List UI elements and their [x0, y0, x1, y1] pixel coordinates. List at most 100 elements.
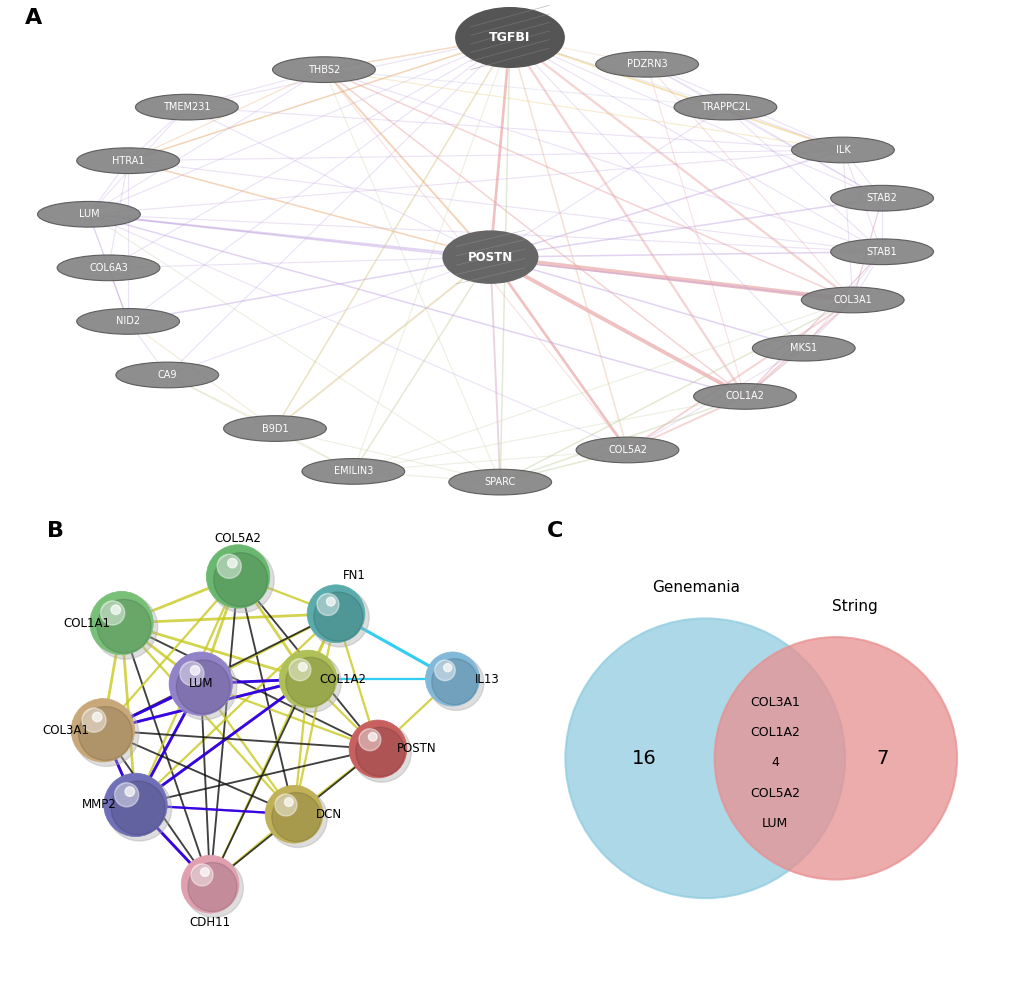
Text: SPARC: SPARC — [484, 477, 516, 487]
Circle shape — [227, 558, 236, 567]
Circle shape — [443, 231, 537, 283]
Text: COL6A3: COL6A3 — [89, 263, 127, 273]
Text: COL1A2: COL1A2 — [750, 726, 799, 739]
Circle shape — [265, 786, 323, 843]
Text: COL5A2: COL5A2 — [607, 445, 646, 455]
Circle shape — [209, 548, 274, 612]
Text: COL1A1: COL1A1 — [63, 617, 110, 630]
Ellipse shape — [136, 94, 238, 120]
Ellipse shape — [674, 94, 776, 120]
Ellipse shape — [38, 201, 141, 227]
Ellipse shape — [76, 148, 179, 174]
Ellipse shape — [116, 362, 218, 388]
Circle shape — [275, 794, 297, 816]
Circle shape — [206, 545, 270, 608]
Text: FN1: FN1 — [342, 569, 366, 582]
Text: 4: 4 — [770, 757, 779, 770]
Text: IL13: IL13 — [475, 673, 499, 685]
Text: HTRA1: HTRA1 — [112, 156, 145, 166]
Ellipse shape — [752, 335, 854, 361]
Circle shape — [271, 793, 321, 841]
Circle shape — [348, 720, 407, 778]
Circle shape — [352, 723, 411, 782]
Text: COL1A2: COL1A2 — [319, 673, 366, 685]
Text: B9D1: B9D1 — [262, 424, 288, 434]
Circle shape — [431, 659, 477, 704]
Circle shape — [310, 588, 369, 647]
Circle shape — [714, 637, 956, 880]
Text: CDH11: CDH11 — [190, 916, 230, 929]
Circle shape — [93, 594, 158, 659]
Text: 16: 16 — [632, 749, 656, 768]
Circle shape — [176, 660, 230, 714]
Ellipse shape — [57, 255, 160, 281]
Circle shape — [97, 599, 151, 653]
Circle shape — [78, 706, 132, 761]
Text: POSTN: POSTN — [396, 742, 435, 756]
Text: COL5A2: COL5A2 — [749, 787, 800, 800]
Text: B: B — [47, 521, 64, 541]
Circle shape — [565, 618, 845, 898]
Ellipse shape — [302, 458, 405, 484]
Ellipse shape — [791, 137, 894, 163]
Circle shape — [317, 593, 338, 615]
Circle shape — [299, 663, 307, 672]
Text: COL1A2: COL1A2 — [725, 392, 763, 402]
Circle shape — [326, 597, 335, 606]
Circle shape — [111, 781, 165, 835]
Ellipse shape — [576, 437, 679, 463]
Circle shape — [314, 592, 363, 641]
Circle shape — [359, 729, 380, 751]
Text: 7: 7 — [875, 749, 888, 768]
Circle shape — [184, 858, 244, 918]
Text: LUM: LUM — [78, 209, 99, 219]
Circle shape — [443, 664, 451, 672]
Text: COL5A2: COL5A2 — [214, 532, 261, 545]
Circle shape — [285, 658, 334, 706]
Circle shape — [307, 585, 365, 643]
Circle shape — [201, 868, 209, 876]
Text: MMP2: MMP2 — [82, 799, 116, 811]
Circle shape — [107, 777, 171, 841]
Text: THBS2: THBS2 — [308, 64, 339, 74]
Circle shape — [90, 591, 153, 655]
Ellipse shape — [272, 57, 375, 82]
Circle shape — [104, 773, 167, 836]
Circle shape — [434, 660, 454, 681]
Circle shape — [181, 855, 238, 913]
Text: LUM: LUM — [761, 817, 788, 830]
Text: DCN: DCN — [316, 807, 341, 820]
Circle shape — [101, 601, 124, 625]
Circle shape — [268, 789, 327, 847]
Ellipse shape — [595, 52, 698, 77]
Text: POSTN: POSTN — [468, 251, 513, 264]
Text: String: String — [830, 599, 876, 614]
Text: NID2: NID2 — [116, 316, 140, 326]
Circle shape — [169, 652, 232, 715]
Text: STAB2: STAB2 — [866, 193, 897, 203]
Circle shape — [82, 708, 106, 732]
Circle shape — [125, 787, 135, 797]
Text: PDZRN3: PDZRN3 — [626, 60, 666, 69]
Circle shape — [179, 662, 204, 685]
Circle shape — [74, 701, 139, 767]
Text: TGFBI: TGFBI — [489, 31, 530, 44]
Ellipse shape — [829, 239, 932, 265]
Circle shape — [93, 712, 102, 722]
Text: STAB1: STAB1 — [866, 247, 897, 257]
Text: TRAPPC2L: TRAPPC2L — [700, 102, 749, 112]
Text: COL3A1: COL3A1 — [833, 295, 871, 305]
Circle shape — [111, 605, 120, 614]
Text: LUM: LUM — [189, 678, 213, 690]
Text: MKS1: MKS1 — [790, 343, 816, 353]
Circle shape — [114, 783, 139, 806]
Circle shape — [368, 732, 377, 741]
Circle shape — [288, 659, 311, 681]
Circle shape — [191, 864, 213, 886]
Ellipse shape — [829, 186, 932, 211]
Text: TMEM231: TMEM231 — [163, 102, 210, 112]
Circle shape — [279, 650, 336, 708]
Text: CA9: CA9 — [157, 370, 177, 380]
Circle shape — [187, 862, 236, 912]
Ellipse shape — [76, 309, 179, 334]
